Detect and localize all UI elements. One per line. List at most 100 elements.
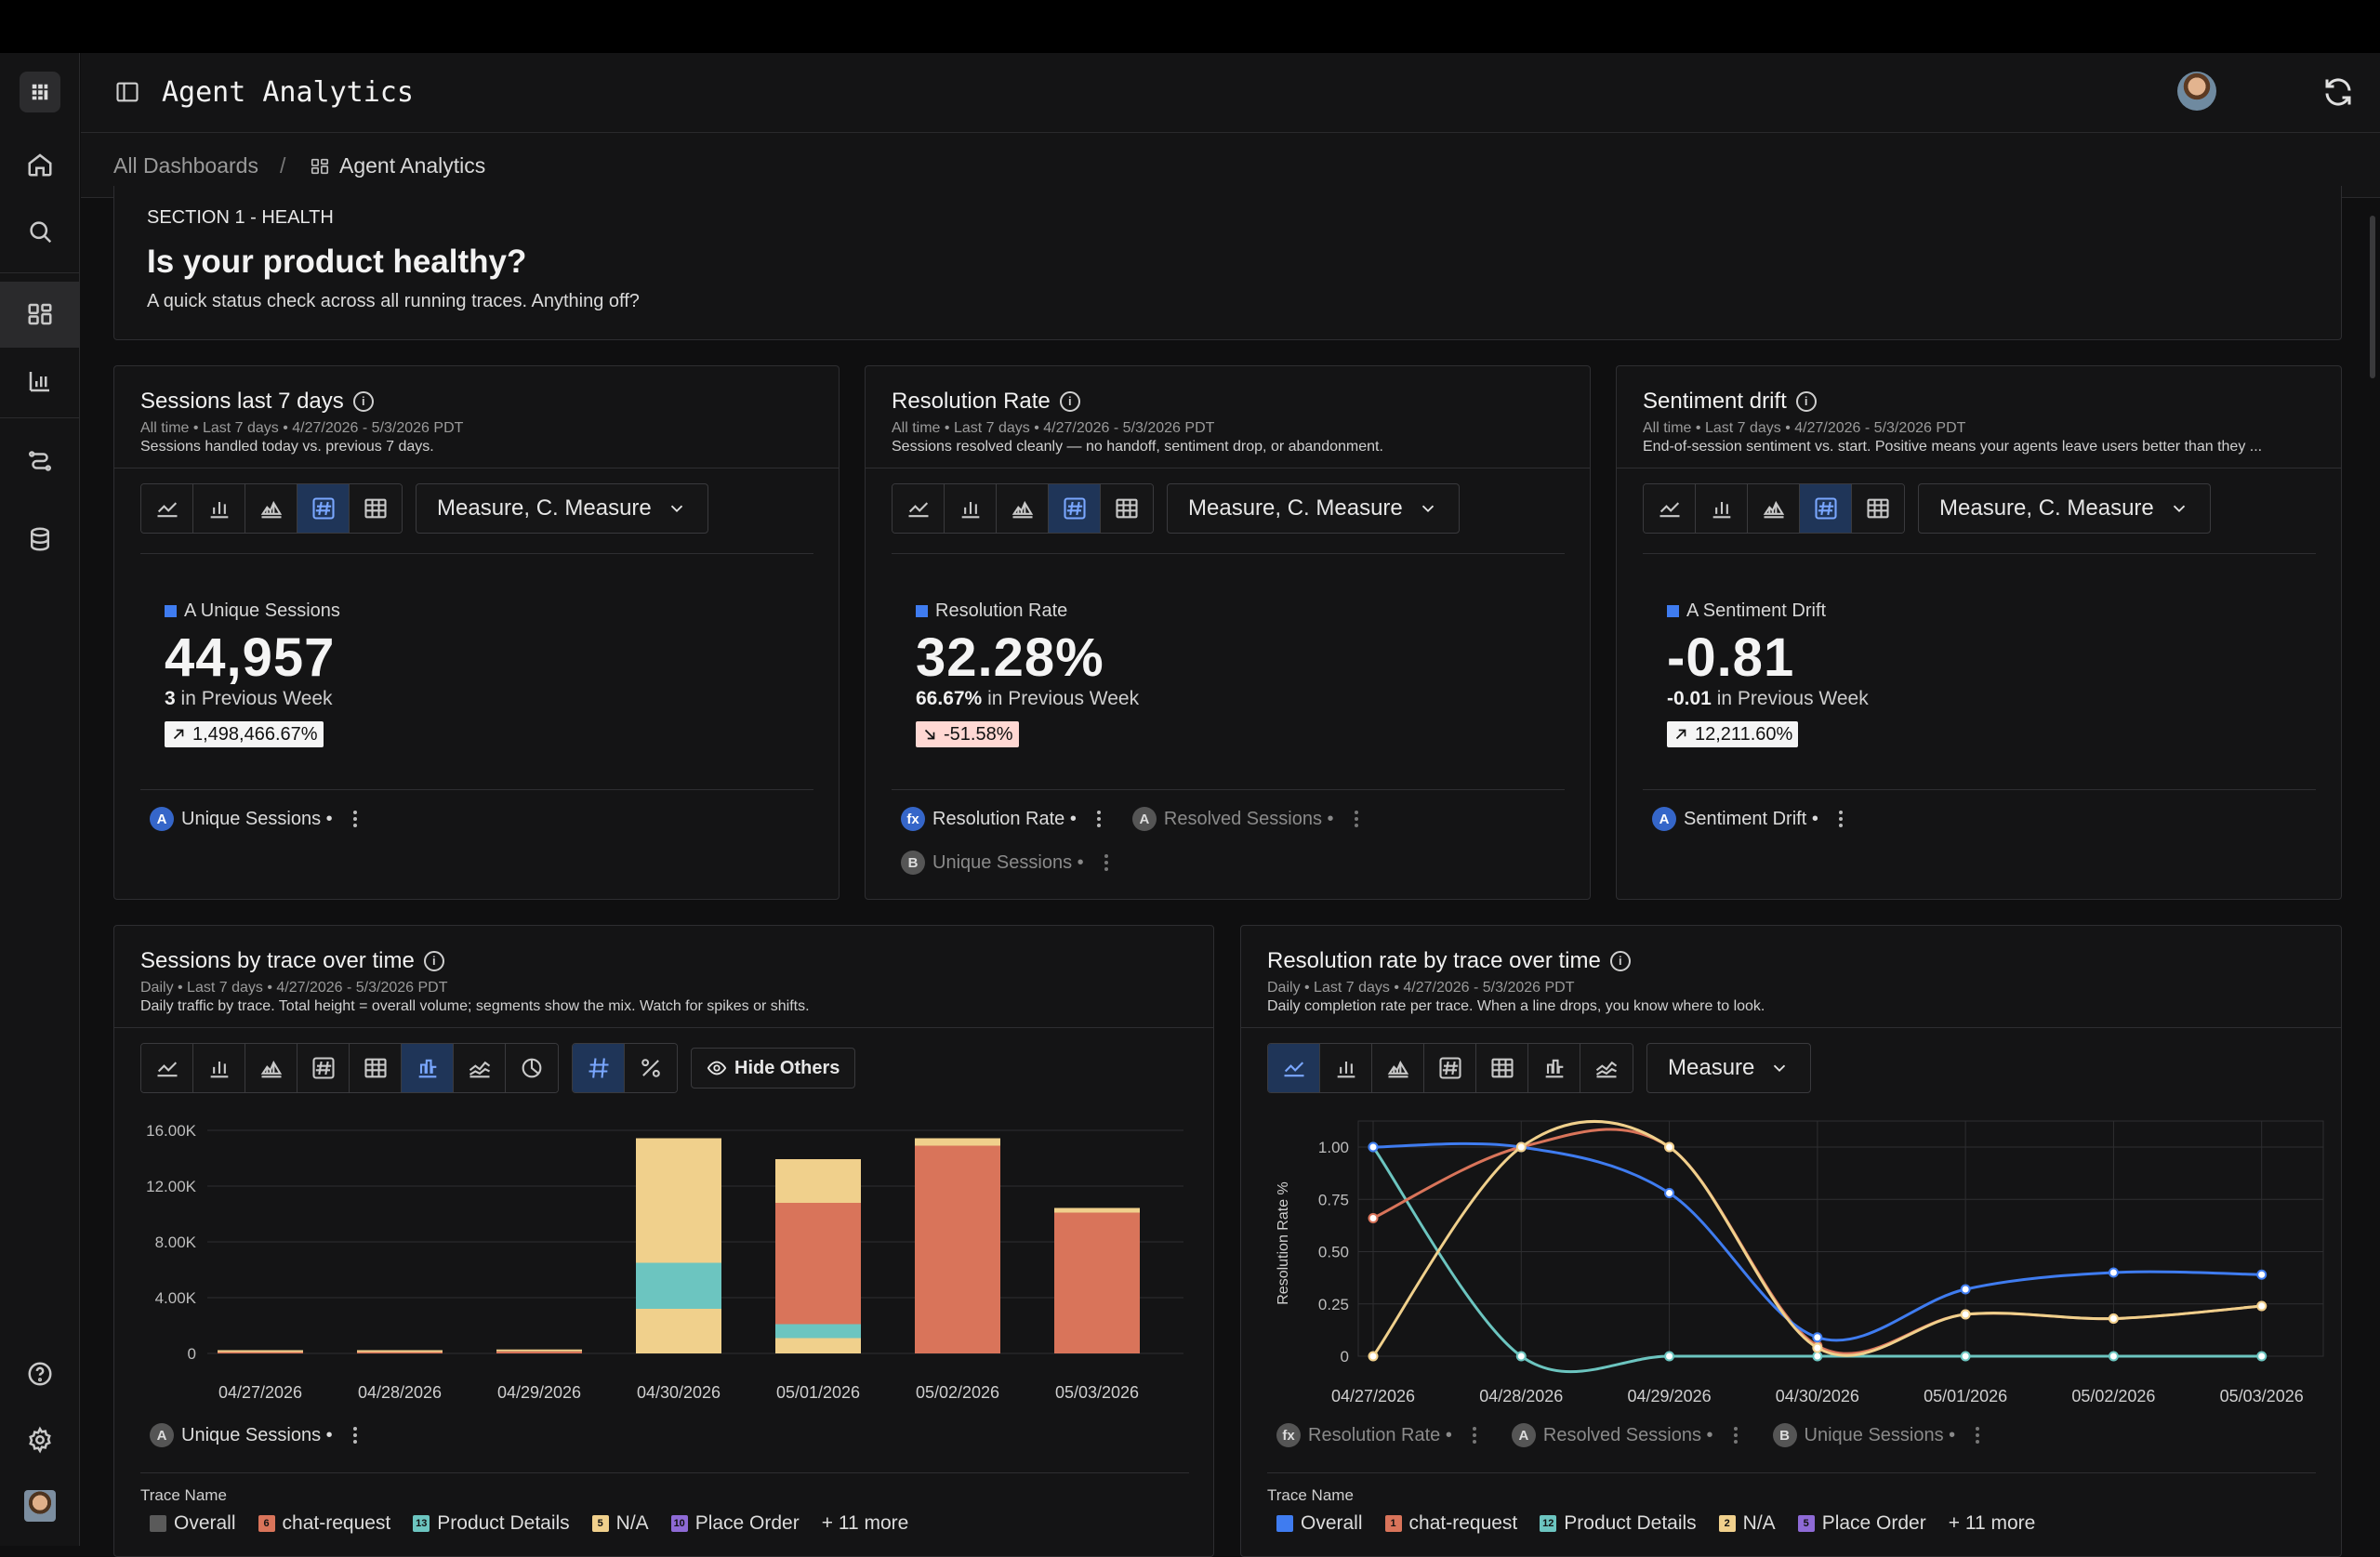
search-icon[interactable]	[20, 212, 60, 251]
number-view-toggle[interactable]	[1049, 484, 1101, 533]
trend-arrow-icon	[924, 729, 935, 740]
bar-segment	[1054, 1212, 1140, 1353]
absolute-values-toggle[interactable]	[573, 1044, 625, 1092]
area-chart-toggle[interactable]	[245, 484, 298, 533]
series-point	[2256, 1351, 2268, 1362]
database-icon[interactable]	[20, 520, 60, 559]
info-icon[interactable]: i	[352, 391, 374, 412]
bar-chart-toggle[interactable]	[945, 484, 997, 533]
series-point	[1664, 1141, 1675, 1153]
settings-gear-icon[interactable]	[20, 1420, 60, 1459]
number-view-toggle[interactable]	[1424, 1044, 1476, 1092]
table-view-toggle[interactable]	[1476, 1044, 1528, 1092]
measure-chip[interactable]: A Unique Sessions •	[150, 1423, 361, 1447]
table-view-toggle[interactable]	[350, 484, 402, 533]
number-view-toggle[interactable]	[298, 1044, 350, 1092]
table-view-toggle[interactable]	[1101, 484, 1153, 533]
bar-chart-toggle[interactable]	[1696, 484, 1748, 533]
info-icon[interactable]: i	[1059, 391, 1080, 412]
area-chart-toggle[interactable]	[997, 484, 1049, 533]
legend-item[interactable]: 1 chat-request	[1384, 1512, 1517, 1535]
x-tick-label: 04/29/2026	[497, 1383, 581, 1402]
x-tick-label: 05/03/2026	[1055, 1383, 1139, 1402]
pipelines-icon[interactable]	[20, 442, 60, 481]
info-icon[interactable]: i	[1609, 951, 1631, 971]
measure-chip-label: Sentiment Drift •	[1684, 808, 1818, 829]
legend-item[interactable]: Overall	[150, 1512, 236, 1535]
scrollbar-thumb[interactable]	[2370, 216, 2375, 378]
measure-dropdown[interactable]: Measure, C. Measure	[1167, 483, 1460, 534]
legend-item[interactable]: Overall	[1276, 1512, 1363, 1535]
breadcrumb-root[interactable]: All Dashboards	[113, 153, 258, 178]
measure-chip[interactable]: A Unique Sessions •	[150, 807, 361, 831]
delta-badge: 1,498,466.67%	[165, 721, 324, 747]
number-view-toggle[interactable]	[298, 484, 350, 533]
sidebar-toggle-icon[interactable]	[114, 79, 140, 105]
table-view-toggle[interactable]	[1852, 484, 1904, 533]
help-icon[interactable]	[20, 1354, 60, 1393]
card-description: Sessions handled today vs. previous 7 da…	[140, 439, 434, 455]
stacked-bar-toggle[interactable]	[402, 1044, 454, 1092]
home-icon[interactable]	[20, 145, 60, 184]
charts-icon[interactable]	[20, 362, 60, 401]
hide-others-button[interactable]: Hide Others	[691, 1048, 856, 1089]
info-icon[interactable]: i	[1795, 391, 1817, 412]
line-chart-toggle[interactable]	[141, 484, 193, 533]
number-view-toggle[interactable]	[1800, 484, 1852, 533]
chart-legend: Overall 1 chat-request 12 Product Details 2 N/…	[1276, 1512, 2035, 1535]
area-chart-toggle[interactable]	[1748, 484, 1800, 533]
table-view-toggle[interactable]	[350, 1044, 402, 1092]
legend-item[interactable]: 5 Place Order	[1797, 1512, 1926, 1535]
bar-chart-toggle[interactable]	[1320, 1044, 1372, 1092]
info-icon[interactable]: i	[423, 951, 444, 971]
kpi-card: Sentiment drift i All time • Last 7 days •…	[1616, 365, 2342, 900]
legend-more[interactable]: + 11 more	[821, 1512, 909, 1534]
measure-chip[interactable]: fx Resolution Rate •	[901, 807, 1104, 831]
breadcrumb-current[interactable]: Agent Analytics	[339, 153, 486, 178]
bar-chart-toggle[interactable]	[193, 484, 245, 533]
measure-chip[interactable]: B Unique Sessions •	[1772, 1423, 1984, 1447]
percent-values-toggle[interactable]	[625, 1044, 677, 1092]
refresh-icon[interactable]	[2321, 75, 2355, 109]
measure-chip[interactable]: A Resolved Sessions •	[1131, 807, 1362, 831]
dashboards-icon[interactable]	[0, 282, 80, 347]
measure-chip[interactable]: fx Resolution Rate •	[1276, 1423, 1480, 1447]
legend-item[interactable]: 2 N/A	[1718, 1512, 1776, 1535]
bar-top-edge	[915, 1138, 1000, 1141]
legend-item[interactable]: 6 chat-request	[258, 1512, 390, 1535]
measure-dropdown[interactable]: Measure, C. Measure	[416, 483, 708, 534]
stacked-bar-toggle[interactable]	[1528, 1044, 1580, 1092]
series-point	[2256, 1269, 2268, 1280]
measure-dropdown[interactable]: Measure	[1646, 1043, 1812, 1093]
legend-item[interactable]: 5 N/A	[591, 1512, 649, 1535]
legend-swatch	[150, 1515, 166, 1532]
measure-chip[interactable]: A Resolved Sessions •	[1511, 1423, 1741, 1447]
chip-menu-icon	[1101, 852, 1112, 873]
line-chart-toggle[interactable]	[1268, 1044, 1320, 1092]
series-point	[2108, 1313, 2119, 1324]
chip-menu-icon	[1835, 809, 1846, 829]
measure-dropdown[interactable]: Measure, C. Measure	[1918, 483, 2211, 534]
legend-item[interactable]: 10 Place Order	[670, 1512, 800, 1535]
line-chart-toggle[interactable]	[1644, 484, 1696, 533]
bar-segment	[915, 1145, 1000, 1353]
stacked-area-toggle[interactable]	[454, 1044, 506, 1092]
measure-chip[interactable]: A Sentiment Drift •	[1652, 807, 1846, 831]
user-avatar[interactable]	[24, 1490, 56, 1522]
legend-item[interactable]: 12 Product Details	[1540, 1512, 1697, 1535]
line-chart-toggle[interactable]	[892, 484, 945, 533]
measure-chip[interactable]: B Unique Sessions •	[901, 851, 1112, 875]
bar-chart-toggle[interactable]	[193, 1044, 245, 1092]
area-chart-toggle[interactable]	[245, 1044, 298, 1092]
bar-top-edge	[357, 1350, 443, 1352]
legend-item[interactable]: 13 Product Details	[413, 1512, 570, 1535]
measure-chip-label: Resolution Rate •	[1308, 1424, 1452, 1445]
series-point	[1368, 1213, 1379, 1223]
line-chart-toggle[interactable]	[141, 1044, 193, 1092]
pie-chart-toggle[interactable]	[506, 1044, 558, 1092]
app-logo-icon[interactable]	[20, 72, 60, 112]
stacked-area-toggle[interactable]	[1580, 1044, 1633, 1092]
legend-more[interactable]: + 11 more	[1948, 1512, 2036, 1534]
user-avatar-header[interactable]	[2177, 72, 2216, 111]
area-chart-toggle[interactable]	[1372, 1044, 1424, 1092]
